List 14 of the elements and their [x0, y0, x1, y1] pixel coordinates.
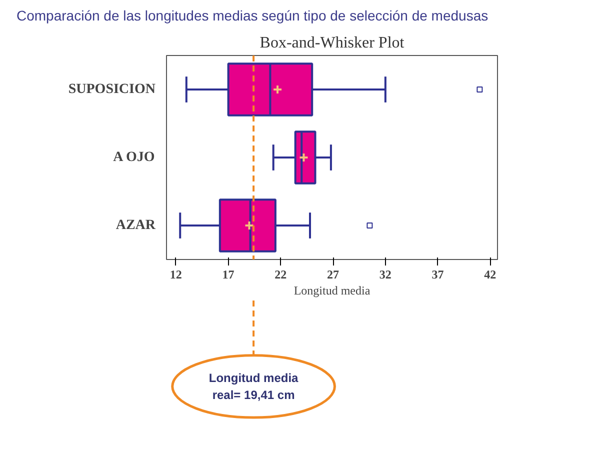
chart-title: Comparación de las longitudes medias según tipo de selección de medusas	[16, 8, 488, 24]
x-tick-label: 32	[379, 268, 392, 282]
x-axis-title: Longitud media	[294, 284, 371, 298]
y-tick-label: A OJO	[113, 150, 155, 165]
x-tick-label: 27	[327, 268, 340, 282]
x-tick-label: 12	[170, 268, 182, 282]
text: Longitud media real= 19,41 cm	[208, 371, 299, 402]
x-tick-label: 37	[432, 268, 444, 282]
chart-subtitle: Box-and-Whisker Plot	[260, 34, 405, 52]
x-tick-label: 42	[484, 268, 496, 282]
y-tick-label: SUPOSICION	[68, 82, 156, 97]
x-tick-label: 22	[274, 268, 287, 282]
y-tick-label: AZAR	[116, 218, 156, 233]
x-tick-label: 17	[222, 268, 234, 282]
